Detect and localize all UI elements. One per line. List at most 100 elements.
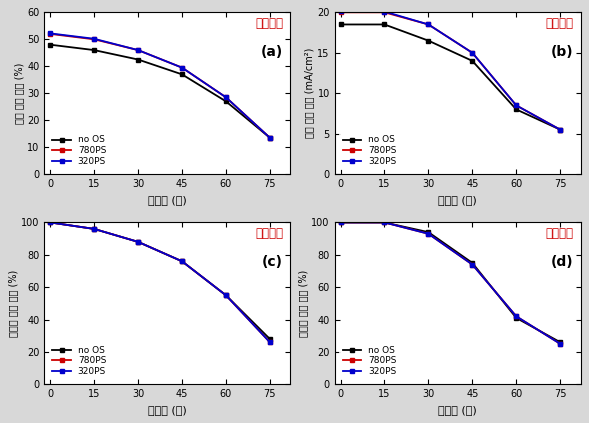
no OS — [337, 22, 344, 27]
Legend: no OS, 780PS, 320PS: no OS, 780PS, 320PS — [339, 132, 400, 170]
320PS — [557, 127, 564, 132]
320PS — [557, 341, 564, 346]
780PS — [425, 231, 432, 236]
Legend: no OS, 780PS, 320PS: no OS, 780PS, 320PS — [49, 342, 110, 380]
no OS — [557, 127, 564, 132]
no OS — [91, 226, 98, 231]
Text: (b): (b) — [551, 45, 573, 59]
Text: (d): (d) — [551, 255, 573, 269]
no OS — [425, 38, 432, 43]
no OS — [266, 336, 273, 341]
780PS — [512, 314, 519, 319]
780PS — [469, 50, 476, 55]
Line: no OS: no OS — [338, 22, 562, 132]
Line: 320PS: 320PS — [338, 220, 562, 346]
320PS — [512, 314, 519, 319]
780PS — [223, 293, 230, 298]
780PS — [223, 95, 230, 100]
320PS — [47, 220, 54, 225]
Legend: no OS, 780PS, 320PS: no OS, 780PS, 320PS — [339, 342, 400, 380]
780PS — [381, 10, 388, 15]
780PS — [337, 220, 344, 225]
780PS — [91, 37, 98, 42]
Line: no OS: no OS — [338, 220, 562, 345]
320PS — [91, 226, 98, 231]
Line: 320PS: 320PS — [338, 8, 562, 132]
Text: 전산모사: 전산모사 — [255, 17, 283, 30]
320PS — [266, 340, 273, 345]
780PS — [178, 65, 186, 70]
no OS — [134, 57, 141, 62]
320PS — [47, 31, 54, 36]
320PS — [512, 103, 519, 108]
no OS — [425, 230, 432, 235]
Line: 780PS: 780PS — [338, 220, 562, 346]
780PS — [469, 262, 476, 267]
Y-axis label: 단락 전류 밀도 (mA/cm²): 단락 전류 밀도 (mA/cm²) — [305, 48, 315, 138]
no OS — [469, 58, 476, 63]
780PS — [266, 135, 273, 140]
Line: 320PS: 320PS — [48, 220, 272, 345]
780PS — [134, 239, 141, 244]
320PS — [223, 95, 230, 100]
320PS — [134, 47, 141, 52]
320PS — [381, 220, 388, 225]
780PS — [425, 22, 432, 27]
Line: 780PS: 780PS — [48, 220, 272, 345]
no OS — [381, 22, 388, 27]
320PS — [469, 50, 476, 55]
780PS — [134, 47, 141, 52]
780PS — [266, 340, 273, 345]
Y-axis label: 각도에 따른 성능 (%): 각도에 따른 성능 (%) — [8, 270, 18, 337]
Y-axis label: 각도에 따른 성능 (%): 각도에 따른 성능 (%) — [299, 270, 309, 337]
no OS — [91, 47, 98, 52]
no OS — [266, 135, 273, 140]
Line: 780PS: 780PS — [48, 31, 272, 140]
Line: 780PS: 780PS — [338, 10, 562, 132]
Y-axis label: 광자 흥수 비율 (%): 광자 흥수 비율 (%) — [14, 63, 24, 124]
780PS — [337, 10, 344, 15]
320PS — [266, 135, 273, 140]
320PS — [425, 22, 432, 27]
320PS — [134, 239, 141, 244]
780PS — [557, 341, 564, 346]
Line: 320PS: 320PS — [48, 31, 272, 140]
320PS — [337, 8, 344, 13]
no OS — [223, 293, 230, 298]
no OS — [512, 107, 519, 112]
780PS — [381, 220, 388, 225]
X-axis label: 입사각 (도): 입사각 (도) — [438, 405, 477, 415]
320PS — [425, 231, 432, 236]
Line: no OS: no OS — [48, 42, 272, 140]
no OS — [337, 220, 344, 225]
Line: no OS: no OS — [48, 220, 272, 341]
Text: 실험결과: 실험결과 — [545, 17, 573, 30]
780PS — [512, 103, 519, 108]
320PS — [337, 220, 344, 225]
no OS — [512, 316, 519, 321]
320PS — [223, 293, 230, 298]
no OS — [557, 340, 564, 345]
X-axis label: 입사각 (도): 입사각 (도) — [148, 405, 187, 415]
780PS — [557, 127, 564, 132]
X-axis label: 입사각 (도): 입사각 (도) — [148, 195, 187, 205]
no OS — [47, 220, 54, 225]
no OS — [47, 42, 54, 47]
no OS — [469, 261, 476, 266]
no OS — [178, 72, 186, 77]
Legend: no OS, 780PS, 320PS: no OS, 780PS, 320PS — [49, 132, 110, 170]
320PS — [178, 259, 186, 264]
Text: (a): (a) — [261, 45, 283, 59]
320PS — [381, 9, 388, 14]
Text: 실험결과: 실험결과 — [545, 227, 573, 240]
780PS — [178, 259, 186, 264]
no OS — [178, 259, 186, 264]
Text: 전산모사: 전산모사 — [255, 227, 283, 240]
780PS — [91, 226, 98, 231]
no OS — [134, 239, 141, 244]
X-axis label: 입사각 (도): 입사각 (도) — [438, 195, 477, 205]
780PS — [47, 220, 54, 225]
320PS — [91, 36, 98, 41]
780PS — [47, 31, 54, 36]
no OS — [223, 99, 230, 104]
